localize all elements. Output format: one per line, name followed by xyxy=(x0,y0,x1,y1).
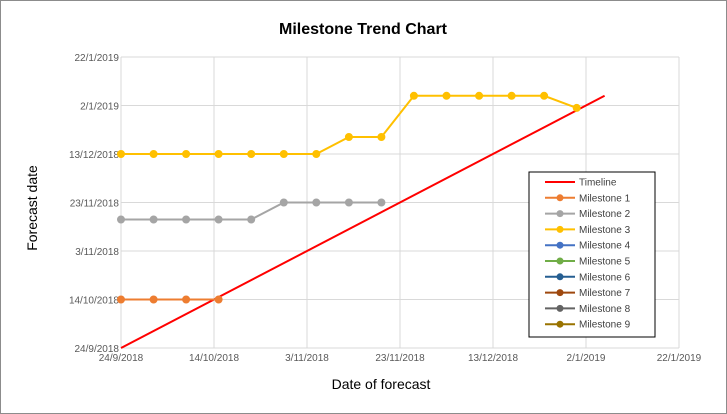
data-point xyxy=(409,91,418,100)
legend-swatch-marker xyxy=(556,320,564,328)
x-tick-label: 24/9/2018 xyxy=(99,353,144,364)
series-timeline xyxy=(120,94,606,349)
data-point xyxy=(344,198,353,207)
legend-item: Milestone 8 xyxy=(545,304,631,315)
data-point xyxy=(149,150,158,158)
legend-label: Milestone 1 xyxy=(579,193,631,204)
legend-swatch-marker xyxy=(556,289,564,297)
legend-item: Milestone 5 xyxy=(545,257,631,268)
y-axis-ticks: 24/9/2018 14/10/2018 3/11/2018 23/11/2018 13… xyxy=(69,53,119,355)
legend-item: Milestone 9 xyxy=(545,320,631,331)
data-point xyxy=(377,133,386,141)
legend-label: Milestone 9 xyxy=(579,320,631,331)
legend-swatch-marker xyxy=(556,210,564,218)
data-point xyxy=(540,91,549,100)
series-layer xyxy=(117,91,606,349)
legend-swatch-marker xyxy=(556,194,564,202)
x-tick-label: 13/12/2018 xyxy=(468,353,518,364)
y-tick-label: 24/9/2018 xyxy=(75,344,120,355)
data-point xyxy=(149,215,158,224)
data-point xyxy=(507,91,516,100)
x-tick-label: 22/1/2019 xyxy=(657,353,702,364)
legend-swatch-marker xyxy=(556,225,564,233)
series-milestone-2 xyxy=(117,198,386,224)
legend-label: Milestone 4 xyxy=(579,241,631,252)
data-point xyxy=(117,295,125,304)
data-point xyxy=(117,215,125,224)
legend-box xyxy=(528,171,656,338)
data-point xyxy=(247,215,256,224)
legend-item: Milestone 4 xyxy=(545,241,631,252)
legend-label: Milestone 5 xyxy=(579,257,631,268)
data-point xyxy=(182,150,191,158)
data-point xyxy=(572,103,581,112)
x-axis-title: Date of forecast xyxy=(332,376,431,392)
data-point xyxy=(279,198,288,207)
legend-swatch-marker xyxy=(556,304,564,312)
series-milestone-3 xyxy=(117,91,581,158)
series-milestone-1 xyxy=(117,295,223,304)
data-point xyxy=(214,150,223,158)
data-point xyxy=(377,198,386,207)
data-point xyxy=(214,295,223,304)
legend-item: Milestone 2 xyxy=(545,209,631,220)
data-point xyxy=(182,295,191,304)
data-point xyxy=(149,295,158,304)
data-point xyxy=(214,215,223,224)
data-point xyxy=(344,133,353,141)
x-tick-label: 2/1/2019 xyxy=(567,353,606,364)
legend-item: Milestone 7 xyxy=(545,288,631,299)
legend-label: Milestone 3 xyxy=(579,225,631,236)
legend-item: Milestone 1 xyxy=(545,193,631,204)
legend-label: Milestone 7 xyxy=(579,288,631,299)
data-point xyxy=(475,91,484,100)
data-point xyxy=(182,215,191,224)
legend-label: Milestone 2 xyxy=(579,209,631,220)
legend-item: Timeline xyxy=(545,178,617,189)
data-point xyxy=(279,150,288,158)
data-point xyxy=(247,150,256,158)
chart-legend: Timeline Milestone 1 Milestone 2 Milestone … xyxy=(528,171,656,338)
series-line xyxy=(120,94,606,349)
data-point xyxy=(312,150,321,158)
chart-title: Milestone Trend Chart xyxy=(279,21,448,38)
data-point xyxy=(117,150,125,158)
y-tick-label: 2/1/2019 xyxy=(80,102,119,113)
legend-item: Milestone 6 xyxy=(545,272,631,283)
x-tick-label: 23/11/2018 xyxy=(375,353,425,364)
x-axis-ticks: 24/9/2018 14/10/2018 3/11/2018 23/11/2018 13… xyxy=(99,353,702,364)
legend-label: Milestone 8 xyxy=(579,304,631,315)
legend-swatch-marker xyxy=(556,273,564,281)
legend-swatch-marker xyxy=(556,241,564,249)
x-tick-label: 3/11/2018 xyxy=(285,353,329,364)
y-tick-label: 13/12/2018 xyxy=(69,150,119,161)
y-tick-label: 3/11/2018 xyxy=(75,247,119,258)
legend-swatch-marker xyxy=(556,257,564,265)
y-tick-label: 14/10/2018 xyxy=(69,296,119,307)
legend-item: Milestone 3 xyxy=(545,225,631,236)
y-tick-label: 23/11/2018 xyxy=(70,199,120,210)
data-point xyxy=(312,198,321,207)
data-point xyxy=(442,91,451,100)
y-tick-label: 22/1/2019 xyxy=(75,53,120,64)
x-tick-label: 14/10/2018 xyxy=(189,353,239,364)
legend-label: Timeline xyxy=(579,178,617,189)
legend-label: Milestone 6 xyxy=(579,272,631,283)
y-axis-title: Forecast date xyxy=(24,165,40,251)
